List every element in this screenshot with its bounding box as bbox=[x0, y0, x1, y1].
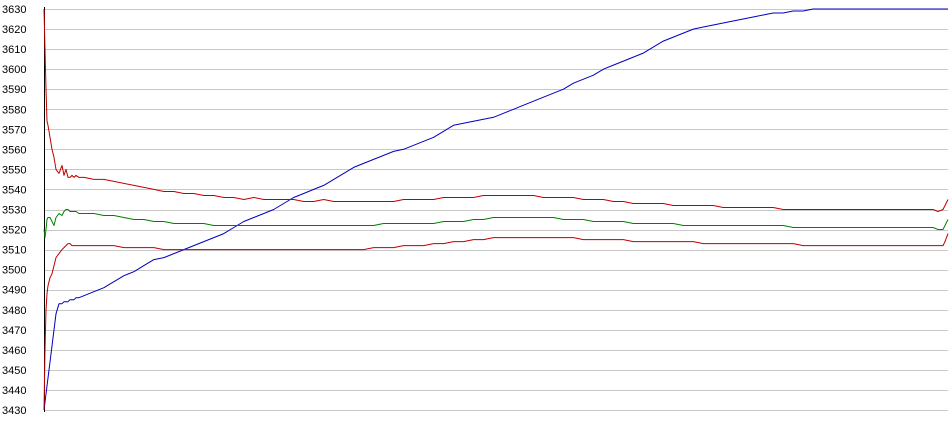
y-tick-label: 3450 bbox=[2, 365, 26, 377]
y-tick-label: 3530 bbox=[2, 205, 26, 217]
y-tick-label: 3550 bbox=[2, 164, 26, 176]
y-tick-label: 3570 bbox=[2, 124, 26, 136]
y-tick-label: 3520 bbox=[2, 225, 26, 237]
y-tick-label: 3500 bbox=[2, 265, 26, 277]
y-tick-label: 3540 bbox=[2, 184, 26, 196]
series-lines bbox=[43, 8, 949, 411]
series-line-4 bbox=[43, 233, 949, 411]
gridlines bbox=[44, 9, 948, 411]
y-tick-label: 3480 bbox=[2, 305, 26, 317]
y-tick-label: 3510 bbox=[2, 245, 26, 257]
y-tick-label: 3560 bbox=[2, 144, 26, 156]
series-line-2 bbox=[43, 8, 949, 212]
y-tick-label: 3580 bbox=[2, 104, 26, 116]
y-tick-label: 3470 bbox=[2, 325, 26, 337]
series-line-3 bbox=[43, 209, 949, 239]
y-tick-label: 3610 bbox=[2, 44, 26, 56]
y-tick-label: 3440 bbox=[2, 385, 26, 397]
y-tick-label: 3620 bbox=[2, 24, 26, 36]
y-tick-label: 3490 bbox=[2, 285, 26, 297]
y-axis-tick-labels: 3630 3620 3610 3600 3590 3580 3570 3560 3550 3540… bbox=[2, 4, 26, 417]
series-line-1 bbox=[43, 8, 948, 411]
y-tick-label: 3600 bbox=[2, 64, 26, 76]
y-tick-label: 3460 bbox=[2, 345, 26, 357]
y-tick-label: 3630 bbox=[2, 4, 26, 16]
y-tick-label: 3590 bbox=[2, 84, 26, 96]
y-tick-label: 3430 bbox=[2, 405, 26, 417]
